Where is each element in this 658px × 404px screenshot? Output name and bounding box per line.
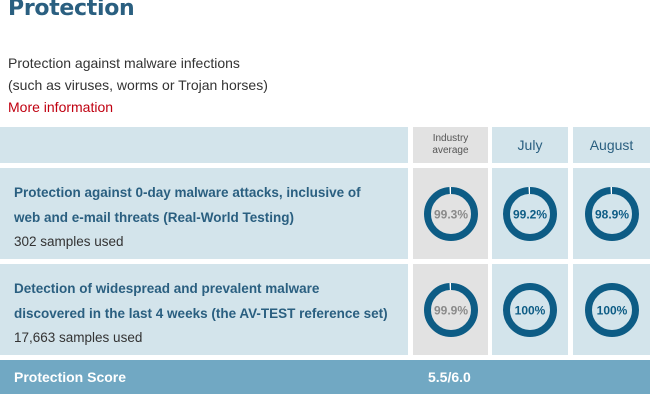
page-title: Protection bbox=[8, 0, 135, 21]
test-row-1-july-cell: 99.2% bbox=[492, 168, 568, 259]
test-row-2-label: Detection of widespread and prevalent ma… bbox=[0, 264, 408, 355]
protection-score-value: 5.5/6.0 bbox=[428, 369, 471, 385]
description-line-1: Protection against malware infections bbox=[8, 55, 240, 71]
month-header-august: August bbox=[573, 127, 650, 163]
test-row-1-industry-value: 99.3% bbox=[433, 207, 467, 221]
test-row-2-industry-cell: 99.9% bbox=[413, 264, 488, 355]
month-header-july-label: July bbox=[517, 137, 543, 153]
test-row-2-industry-donut: 99.9% bbox=[423, 282, 479, 338]
industry-average-header-line-2: average bbox=[432, 145, 469, 156]
test-row-1-july-value: 99.2% bbox=[513, 207, 547, 221]
test-row-1-title-line-1: Protection against 0-day malware attacks… bbox=[14, 185, 361, 200]
protection-score-label: Protection Score bbox=[14, 369, 127, 385]
test-row-2-july-value: 100% bbox=[515, 303, 546, 317]
table-header-label-cell bbox=[0, 127, 408, 163]
protection-score-bar: Protection Score 5.5/6.0 bbox=[0, 360, 650, 394]
test-row-1-august-cell: 98.9% bbox=[573, 168, 650, 259]
test-row-2-july-donut: 100% bbox=[502, 282, 558, 338]
test-row-2-title-line-1: Detection of widespread and prevalent ma… bbox=[14, 281, 320, 296]
description: Protection against malware infections (s… bbox=[8, 52, 268, 118]
test-row-1-title-line-2: web and e-mail threats (Real-World Testi… bbox=[14, 210, 295, 225]
test-row-1-industry-cell: 99.3% bbox=[413, 168, 488, 259]
test-row-2-august-cell: 100% bbox=[573, 264, 650, 355]
test-row-1-july-donut: 99.2% bbox=[502, 186, 558, 242]
test-row-1-samples: 302 samples used bbox=[14, 234, 124, 249]
more-information-link[interactable]: More information bbox=[8, 99, 114, 115]
test-row-1-label: Protection against 0-day malware attacks… bbox=[0, 168, 408, 259]
test-row-2-title-line-2: discovered in the last 4 weeks (the AV-T… bbox=[14, 306, 388, 321]
industry-average-header-line-1: Industry bbox=[432, 133, 469, 144]
month-header-august-label: August bbox=[589, 137, 634, 153]
description-line-2: (such as viruses, worms or Trojan horses… bbox=[8, 77, 268, 93]
industry-average-header: Industry average bbox=[413, 127, 488, 163]
test-row-1-august-value: 98.9% bbox=[594, 207, 628, 221]
test-row-2-samples: 17,663 samples used bbox=[14, 330, 143, 345]
test-row-2-july-cell: 100% bbox=[492, 264, 568, 355]
month-header-july: July bbox=[492, 127, 568, 163]
test-row-2-industry-value: 99.9% bbox=[433, 303, 467, 317]
test-row-2-august-value: 100% bbox=[596, 303, 627, 317]
test-row-1-august-donut: 98.9% bbox=[584, 186, 640, 242]
test-row-2-august-donut: 100% bbox=[584, 282, 640, 338]
test-row-1-industry-donut: 99.3% bbox=[423, 186, 479, 242]
